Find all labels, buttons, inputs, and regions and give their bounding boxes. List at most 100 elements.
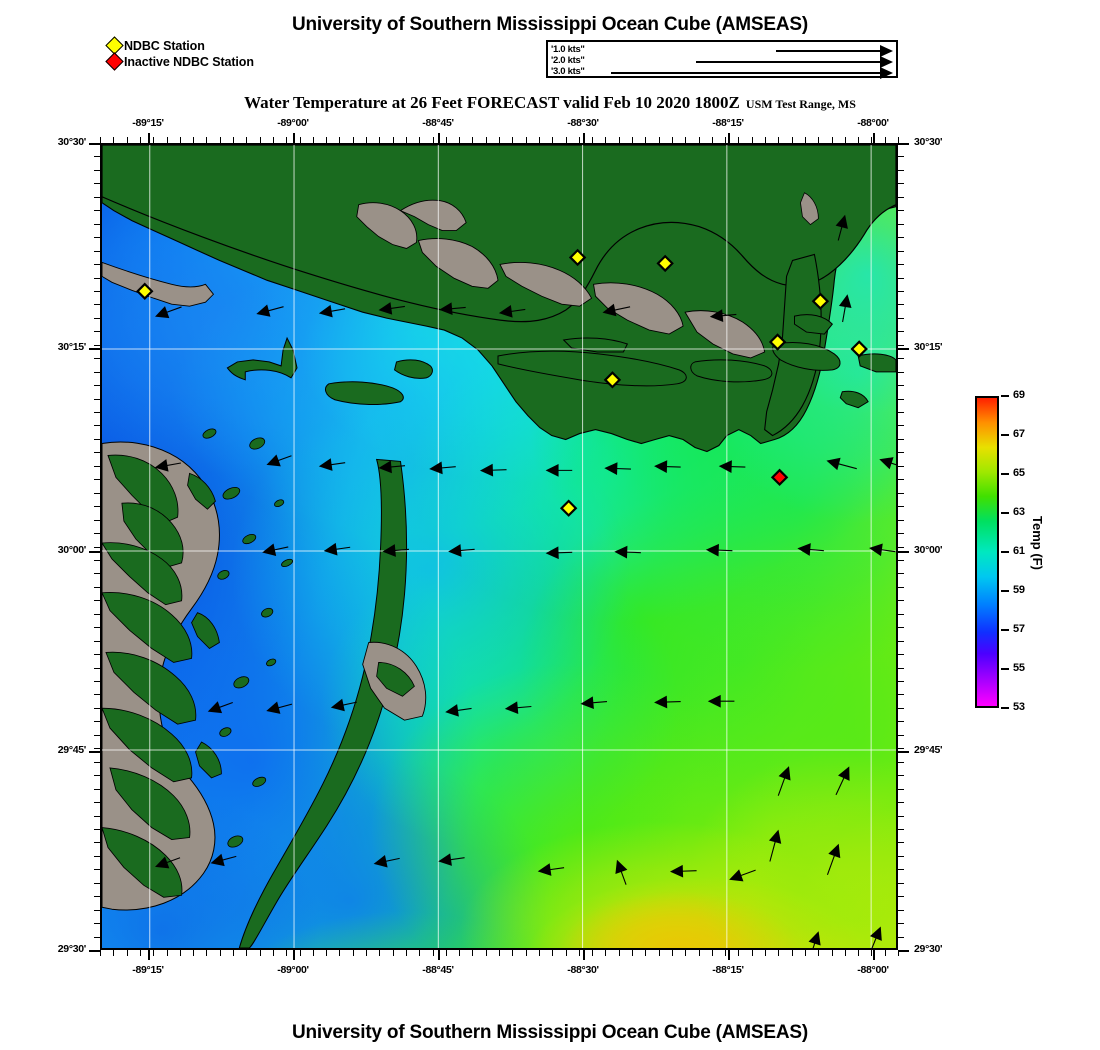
y-axis-label-left-4: 29°45' (57, 744, 87, 756)
x-minor-tick-bottom (419, 950, 421, 956)
x-axis-label-top-3: -88°45' (422, 117, 454, 129)
colorbar-tick-label-57: 57 (1013, 623, 1025, 635)
x-minor-tick-bottom (512, 950, 514, 956)
y-minor-tick-right (898, 519, 904, 521)
x-minor-tick-bottom (193, 950, 195, 956)
x-minor-tick-bottom (432, 950, 434, 956)
x-minor-tick-bottom (100, 950, 101, 956)
legend-item-ndbc-station: NDBC Station (105, 36, 254, 55)
x-minor-tick-bottom (472, 950, 474, 956)
x-minor-tick-top (219, 137, 221, 143)
y-minor-tick-left (94, 385, 100, 387)
y-major-tick-right (898, 950, 909, 952)
y-minor-tick-right (898, 277, 904, 279)
y-minor-tick-left (94, 250, 100, 252)
x-minor-tick-bottom (246, 950, 248, 956)
x-minor-tick-top (166, 137, 168, 143)
x-minor-tick-bottom (339, 950, 341, 956)
page-title: University of Southern Mississippi Ocean… (291, 14, 808, 35)
x-minor-tick-top (100, 137, 101, 143)
subtitle-main-text: Water Temperature at 26 Feet FORECAST va… (244, 93, 740, 112)
x-axis-label-bottom-6: -88°00' (857, 964, 889, 976)
x-minor-tick-top (272, 137, 274, 143)
x-minor-tick-top (246, 137, 248, 143)
x-minor-tick-bottom (233, 950, 234, 956)
y-major-tick-right (898, 348, 909, 350)
x-minor-tick-top (233, 137, 234, 143)
x-minor-tick-top (804, 137, 806, 143)
y-axis-label-left-5: 29°30' (57, 943, 87, 955)
x-minor-tick-top (858, 137, 860, 143)
station-marker-8 (559, 499, 578, 517)
y-minor-tick-left (94, 331, 100, 333)
y-minor-tick-left (94, 519, 100, 521)
y-minor-tick-left (94, 169, 100, 171)
colorbar-axis-title: Temp (F) (1030, 516, 1045, 570)
x-minor-tick-bottom (871, 950, 873, 956)
x-minor-tick-top (698, 137, 700, 143)
map-plot-area[interactable] (100, 143, 898, 950)
x-minor-tick-bottom (538, 950, 540, 956)
colorbar-tick-63 (1001, 512, 1009, 514)
temperature-field-map[interactable] (102, 145, 896, 948)
y-minor-tick-right (898, 667, 904, 669)
station-marker-9 (770, 468, 789, 487)
y-minor-tick-right (898, 654, 904, 656)
x-minor-tick-top (299, 137, 301, 143)
subtitle-region-text: USM Test Range, MS (745, 97, 856, 111)
y-minor-tick-right (898, 721, 904, 723)
x-minor-tick-top (405, 137, 407, 143)
y-minor-tick-right (898, 909, 904, 911)
y-minor-tick-right (898, 748, 904, 750)
y-minor-tick-left (94, 358, 100, 360)
y-major-tick-right (898, 143, 909, 145)
x-minor-tick-top (312, 137, 314, 143)
y-minor-tick-right (898, 573, 904, 575)
x-major-tick-bottom (438, 950, 440, 960)
y-minor-tick-left (94, 506, 100, 508)
colorbar-tick-65 (1001, 473, 1009, 475)
x-minor-tick-bottom (286, 950, 288, 956)
y-minor-tick-right (898, 761, 904, 763)
x-minor-tick-top (419, 137, 421, 143)
x-minor-tick-top (818, 137, 820, 143)
vector-shaft-1 (776, 50, 886, 52)
x-minor-tick-top (538, 137, 540, 143)
y-minor-tick-right (898, 506, 904, 508)
x-minor-tick-top (512, 137, 514, 143)
y-minor-tick-right (898, 237, 904, 239)
x-minor-tick-bottom (605, 950, 607, 956)
x-major-tick-top (148, 133, 150, 143)
y-major-tick-left (89, 950, 100, 952)
x-minor-tick-bottom (685, 950, 687, 956)
y-minor-tick-right (898, 681, 904, 682)
vector-arrowhead-2 (880, 55, 893, 68)
y-minor-tick-left (94, 452, 100, 454)
y-axis-label-left-1: 30°30' (57, 136, 87, 148)
y-minor-tick-left (94, 761, 100, 763)
y-minor-tick-right (898, 183, 904, 185)
y-minor-tick-left (94, 479, 100, 481)
x-major-tick-bottom (873, 950, 875, 960)
x-minor-tick-bottom (113, 950, 115, 956)
y-minor-tick-left (94, 775, 100, 777)
y-minor-tick-right (898, 264, 904, 266)
station-marker-2 (568, 248, 587, 267)
y-minor-tick-right (898, 640, 904, 642)
x-axis-label-bottom-5: -88°15' (712, 964, 744, 976)
y-minor-tick-right (898, 936, 904, 938)
station-marker-1 (136, 282, 154, 300)
station-marker-3 (656, 254, 674, 273)
y-minor-tick-left (94, 842, 100, 844)
x-axis-label-bottom-4: -88°30' (567, 964, 599, 976)
x-minor-tick-bottom (831, 950, 833, 956)
y-minor-tick-right (898, 398, 904, 400)
x-major-tick-bottom (583, 950, 585, 960)
x-minor-tick-top (499, 137, 500, 143)
x-minor-tick-top (392, 137, 394, 143)
y-minor-tick-left (94, 896, 100, 898)
y-minor-tick-left (94, 425, 100, 427)
colorbar-tick-label-67: 67 (1013, 428, 1025, 440)
y-minor-tick-right (898, 802, 904, 804)
x-minor-tick-top (738, 137, 740, 143)
